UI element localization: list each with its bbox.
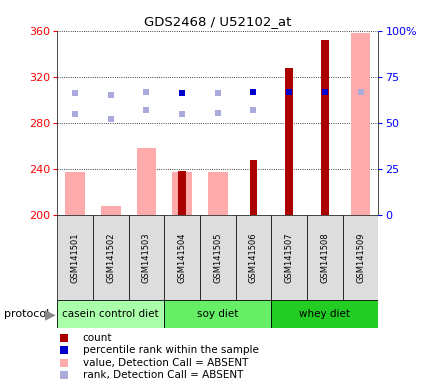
Title: GDS2468 / U52102_at: GDS2468 / U52102_at xyxy=(144,15,291,28)
Bar xyxy=(271,300,378,328)
Text: count: count xyxy=(83,333,112,343)
Text: soy diet: soy diet xyxy=(197,309,238,319)
Bar xyxy=(200,215,236,300)
Bar xyxy=(101,206,121,215)
Bar xyxy=(236,215,271,300)
Text: whey diet: whey diet xyxy=(299,309,350,319)
Text: GSM141509: GSM141509 xyxy=(356,232,365,283)
Bar xyxy=(93,215,128,300)
Text: GSM141504: GSM141504 xyxy=(178,232,187,283)
Text: ▶: ▶ xyxy=(45,307,56,321)
Bar xyxy=(172,172,192,215)
Bar xyxy=(307,215,343,300)
Bar xyxy=(208,172,227,215)
Bar xyxy=(136,148,156,215)
Text: GSM141506: GSM141506 xyxy=(249,232,258,283)
Bar xyxy=(178,171,186,215)
Text: GSM141501: GSM141501 xyxy=(70,232,80,283)
Text: percentile rank within the sample: percentile rank within the sample xyxy=(83,345,259,356)
Bar xyxy=(249,160,257,215)
Bar xyxy=(271,215,307,300)
Text: GSM141507: GSM141507 xyxy=(285,232,293,283)
Text: GSM141508: GSM141508 xyxy=(320,232,330,283)
Text: GSM141502: GSM141502 xyxy=(106,232,115,283)
Bar xyxy=(285,68,293,215)
Bar xyxy=(351,33,370,215)
Text: casein control diet: casein control diet xyxy=(62,309,159,319)
Bar xyxy=(57,300,164,328)
Text: GSM141505: GSM141505 xyxy=(213,232,222,283)
Bar xyxy=(128,215,164,300)
Bar xyxy=(164,300,271,328)
Bar xyxy=(343,215,378,300)
Bar xyxy=(65,172,85,215)
Bar xyxy=(321,40,329,215)
Text: rank, Detection Call = ABSENT: rank, Detection Call = ABSENT xyxy=(83,370,243,381)
Text: protocol: protocol xyxy=(4,309,50,319)
Text: GSM141503: GSM141503 xyxy=(142,232,151,283)
Bar xyxy=(164,215,200,300)
Bar xyxy=(57,215,93,300)
Text: value, Detection Call = ABSENT: value, Detection Call = ABSENT xyxy=(83,358,248,368)
